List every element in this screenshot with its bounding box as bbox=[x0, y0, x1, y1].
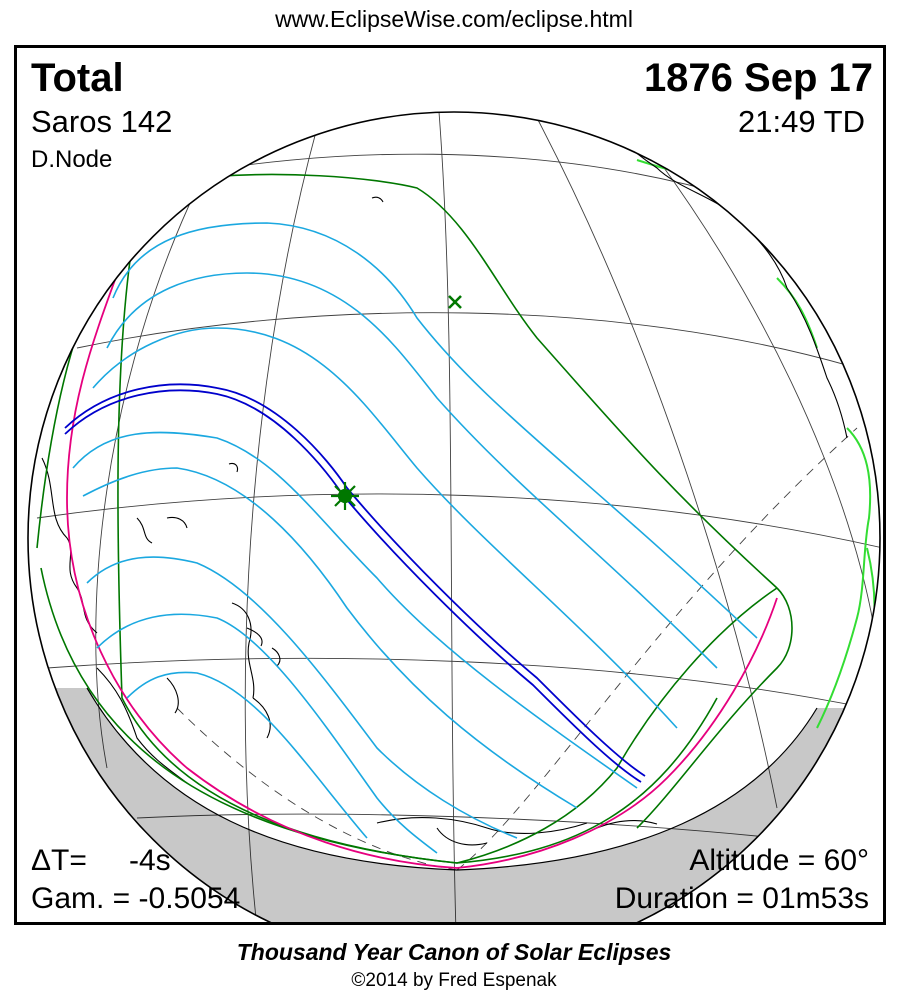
rise-set-curve bbox=[66, 217, 778, 869]
eclipse-time: 21:49 TD bbox=[738, 104, 865, 139]
penumbra-isolines bbox=[72, 222, 758, 854]
asterisk-icon bbox=[331, 482, 359, 510]
eclipse-map-frame: Total Saros 142 D.Node 1876 Sep 17 21:49… bbox=[14, 45, 886, 925]
delta-t-label: ΔT= bbox=[31, 844, 87, 877]
duration-value: Duration = 01m53s bbox=[614, 882, 869, 915]
altitude-value: Altitude = 60° bbox=[689, 844, 869, 877]
delta-t-value: -4s bbox=[129, 844, 171, 877]
copyright: ©2014 by Fred Espenak bbox=[351, 970, 557, 991]
eclipse-type: Total bbox=[31, 56, 124, 100]
globe-disc bbox=[28, 112, 880, 922]
node-label: D.Node bbox=[31, 146, 113, 173]
gamma-value: Gam. = -0.5054 bbox=[31, 882, 241, 915]
x-mark-icon bbox=[448, 295, 462, 309]
globe-outline bbox=[27, 111, 881, 922]
canon-title: Thousand Year Canon of Solar Eclipses bbox=[236, 939, 672, 965]
eclipse-date: 1876 Sep 17 bbox=[643, 56, 873, 100]
eclipse-globe-map bbox=[27, 111, 881, 922]
saros-number: Saros 142 bbox=[31, 104, 173, 139]
graticule bbox=[36, 112, 880, 922]
site-url[interactable]: www.EclipseWise.com/eclipse.html bbox=[275, 6, 633, 32]
